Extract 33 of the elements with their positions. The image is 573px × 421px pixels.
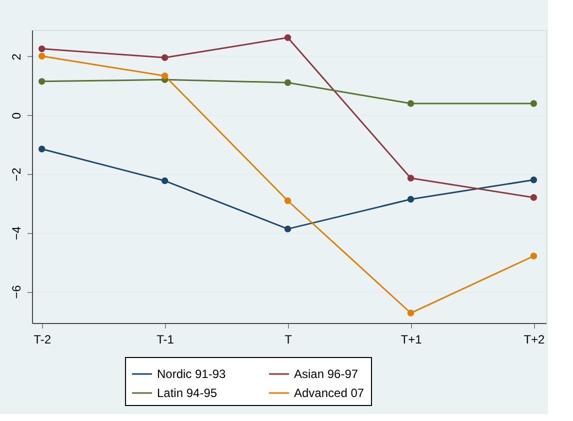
y-tick-label: 0 [10,112,24,120]
legend-label: Asian 96-97 [294,367,358,381]
legend-label: Advanced 07 [294,386,364,400]
y-tick-label: 2 [10,53,24,60]
y-tick-label: −4 [10,226,24,240]
x-tick-label: T-2 [34,332,52,346]
point [284,197,292,204]
legend-label: Latin 94-95 [157,386,218,400]
point [38,146,46,152]
point [161,177,168,184]
point [407,310,414,316]
point [530,176,538,184]
point [407,100,414,107]
point [284,79,292,86]
x-tick-label: T+2 [524,332,546,346]
point [530,100,538,107]
point [284,226,292,232]
y-tick-label: −2 [10,167,24,182]
x-tick-label: T-1 [156,332,174,346]
point [407,196,414,203]
point [530,194,538,201]
point [161,54,168,61]
point [530,252,538,260]
x-tick-label: T+1 [400,332,422,346]
point [38,78,46,85]
point [161,72,168,80]
point [38,45,46,52]
legend-label: Nordic 91-93 [157,367,226,381]
point [38,52,46,60]
x-tick-label: T [284,332,293,346]
point [407,174,414,182]
point [284,34,292,41]
y-tick-label: −6 [10,284,24,299]
